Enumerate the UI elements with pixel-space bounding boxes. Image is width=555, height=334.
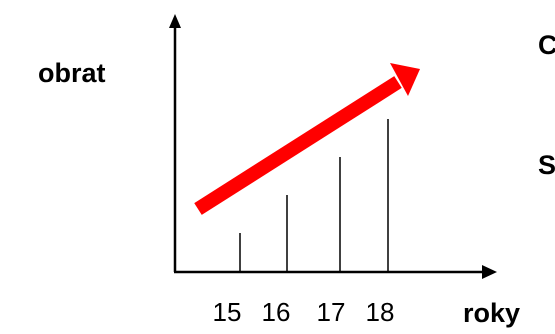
- y-axis-arrowhead-icon: [169, 14, 181, 28]
- tick-label-16: 16: [262, 297, 291, 327]
- side-label-middle: S: [538, 150, 555, 180]
- tick-label-15: 15: [213, 297, 242, 327]
- side-label-top: C: [538, 30, 555, 60]
- trend-arrow-icon: [194, 63, 420, 215]
- tick-label-group: 15 16 17 18: [213, 297, 395, 327]
- x-axis-label: roky: [463, 298, 520, 328]
- x-axis-arrowhead-icon: [482, 265, 497, 279]
- tick-label-18: 18: [366, 297, 395, 327]
- bar-group: [239, 119, 389, 271]
- tick-label-17: 17: [317, 297, 346, 327]
- y-axis-label: obrat: [38, 58, 106, 88]
